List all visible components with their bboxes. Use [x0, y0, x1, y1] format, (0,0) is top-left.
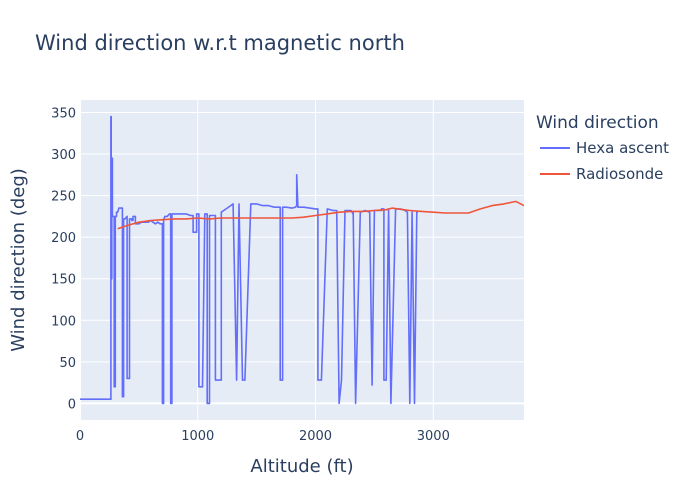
- legend-title: Wind direction: [536, 113, 659, 133]
- legend-item-hexa-ascent[interactable]: Hexa ascent: [540, 139, 669, 157]
- y-tick-label: 200: [51, 231, 76, 246]
- x-axis-title: Altitude (ft): [250, 456, 353, 477]
- legend[interactable]: Wind direction Hexa ascent Radiosonde: [536, 113, 669, 183]
- series-line-radiosonde: [117, 200, 524, 230]
- y-tick-label: 300: [51, 148, 76, 163]
- chart-title: Wind direction w.r.t magnetic north: [35, 31, 405, 55]
- gridlines: [79, 100, 524, 420]
- x-tick-label: 2000: [299, 429, 332, 444]
- y-tick-label: 100: [51, 314, 76, 329]
- x-tick-label: 1000: [181, 429, 214, 444]
- legend-item-radiosonde[interactable]: Radiosonde: [540, 165, 663, 183]
- legend-label: Hexa ascent: [576, 139, 669, 157]
- y-tick-label: 0: [68, 397, 76, 412]
- legend-label: Radiosonde: [576, 165, 663, 183]
- y-tick-label: 350: [51, 106, 76, 121]
- y-axis-title: Wind direction (deg): [8, 168, 29, 352]
- x-axis-ticks: 0 1000 2000 3000: [76, 429, 450, 444]
- x-tick-label: 0: [76, 429, 84, 444]
- y-axis-ticks: 0 50 100 150 200 250 300 350: [51, 106, 76, 412]
- y-tick-label: 250: [51, 190, 76, 205]
- y-tick-label: 50: [59, 356, 76, 371]
- plot-area: [80, 100, 524, 420]
- series-layer: [80, 115, 524, 405]
- series-line-hexa-ascent: [80, 115, 418, 405]
- x-tick-label: 3000: [417, 429, 450, 444]
- y-tick-label: 150: [51, 273, 76, 288]
